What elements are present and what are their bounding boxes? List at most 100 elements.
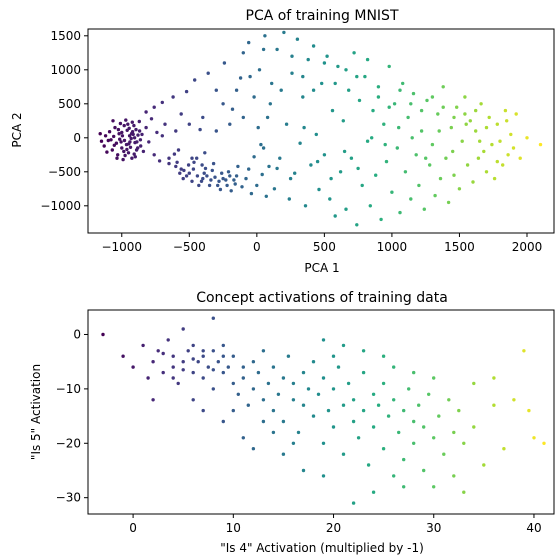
concept-point [221, 343, 225, 348]
pca-point [487, 115, 491, 120]
pca-point [279, 88, 283, 92]
pca-point [195, 156, 199, 160]
concept-point [472, 425, 476, 429]
concept-point [402, 457, 406, 462]
pca-point [314, 132, 318, 137]
pca-point [349, 156, 354, 160]
concept-point [351, 419, 356, 424]
concept-point [281, 419, 286, 424]
pca-point [252, 95, 256, 99]
pca-point [357, 98, 362, 103]
concept-point [331, 354, 336, 358]
pca-point [484, 125, 489, 130]
concept-point [141, 343, 145, 348]
pca-point [202, 171, 206, 175]
pca-point [190, 156, 194, 160]
pca-point [182, 168, 186, 173]
concept-point [231, 354, 235, 358]
concept-point [231, 381, 235, 386]
concept-point [472, 381, 476, 386]
concept-point [542, 441, 546, 445]
pca-y-tick-label: 500 [58, 97, 81, 111]
concept-point [276, 392, 281, 396]
pca-point [213, 175, 217, 179]
pca-point [441, 105, 445, 109]
pca-y-tick-label: 1000 [50, 63, 81, 77]
concept-point [221, 370, 225, 375]
pca-point [206, 71, 210, 75]
pca-point [127, 142, 131, 146]
pca-point [167, 156, 171, 160]
pca-point [341, 119, 345, 123]
concept-point [482, 463, 486, 467]
pca-point [172, 152, 177, 156]
concept-point [427, 392, 431, 396]
concept-point [306, 387, 311, 391]
pca-point [474, 129, 478, 133]
pca-point [382, 122, 386, 126]
concept-point [161, 370, 165, 375]
concept-point [412, 419, 416, 424]
pca-point [116, 127, 121, 132]
concept-point [241, 376, 245, 380]
pca-point [387, 105, 391, 109]
concept-point [527, 408, 531, 413]
concept-point [311, 414, 316, 418]
pca-point [132, 123, 136, 128]
concept-point [361, 349, 366, 353]
pca-point [363, 74, 367, 79]
pca-point [410, 136, 414, 140]
pca-point [138, 138, 143, 142]
concept-point [301, 468, 306, 473]
concept-x-axis-label: "Is 4" Activation (multiplied by -1) [220, 541, 424, 555]
pca-point [155, 130, 159, 135]
pca-point [384, 159, 389, 164]
pca-point [120, 134, 125, 138]
concept-point [121, 354, 125, 358]
concept-point [151, 360, 155, 364]
pca-point [126, 122, 130, 126]
pca-point [490, 142, 494, 147]
pca-point [217, 179, 221, 183]
concept-point [291, 441, 296, 445]
concept-point [422, 468, 426, 473]
pca-point [455, 105, 459, 109]
pca-point [175, 160, 179, 164]
concept-ticks: 0 10 20 30 40 0 −10 −20 −30 [56, 327, 542, 535]
pca-point [525, 136, 529, 140]
pca-point [401, 81, 405, 86]
concept-point [381, 381, 386, 386]
pca-point [509, 132, 513, 137]
pca-point [199, 179, 204, 183]
pca-point [130, 156, 134, 160]
pca-point [222, 61, 227, 65]
pca-point [232, 178, 236, 182]
pca-point [112, 134, 116, 139]
concept-point [437, 414, 441, 418]
pca-point [140, 132, 144, 137]
pca-point [102, 144, 106, 148]
pca-point [315, 159, 320, 164]
pca-point [238, 76, 243, 80]
pca-point [201, 115, 205, 120]
concept-point [462, 490, 466, 494]
pca-point [234, 88, 239, 92]
pca-point [249, 191, 254, 196]
pca-point [221, 176, 225, 181]
pca-point [181, 176, 185, 181]
concept-point [371, 392, 376, 396]
pca-point [247, 40, 251, 45]
concept-point [392, 474, 396, 478]
pca-point [430, 95, 435, 99]
pca-point [193, 78, 197, 82]
concept-point [331, 387, 336, 391]
concept-point [402, 485, 406, 489]
concept-point [191, 370, 195, 375]
pca-point [265, 115, 270, 120]
pca-point [538, 142, 543, 147]
pca-point [127, 126, 131, 130]
concept-point [412, 370, 416, 375]
pca-point [122, 123, 126, 128]
pca-point [301, 95, 305, 99]
